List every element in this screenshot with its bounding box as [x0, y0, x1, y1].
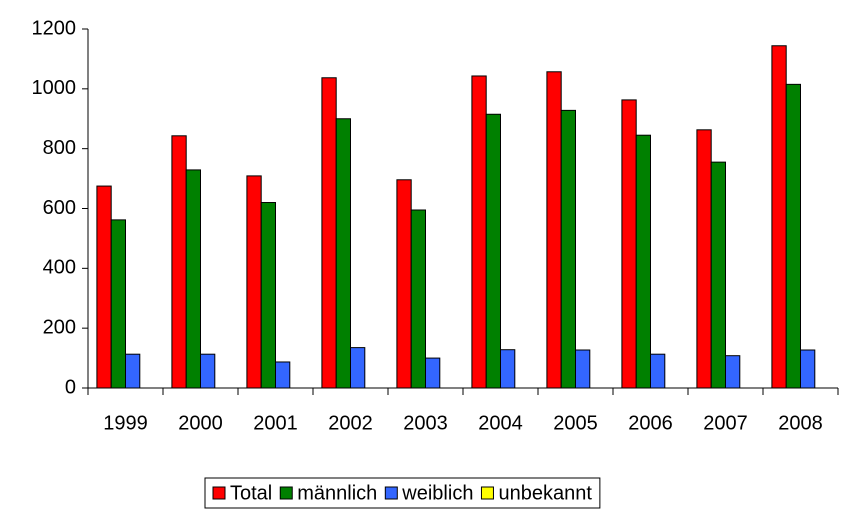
bar: [275, 361, 291, 389]
bar: [350, 347, 366, 389]
x-tick-label: 1999: [103, 412, 148, 434]
bar: [725, 355, 741, 389]
x-tick-label: 2003: [403, 412, 448, 434]
bar: [546, 71, 562, 389]
legend-label: weiblich: [401, 482, 473, 504]
x-tick-label: 2005: [553, 412, 598, 434]
bar: [171, 135, 187, 389]
bar: [771, 45, 787, 389]
y-tick-label: 1200: [32, 17, 77, 39]
y-tick-label: 800: [43, 137, 76, 159]
bar: [425, 357, 441, 389]
bar: [560, 109, 577, 389]
legend: [204, 477, 601, 509]
x-tick-label: 2008: [778, 412, 823, 434]
bar: [246, 175, 262, 389]
bar: [396, 179, 412, 389]
bar: [800, 349, 816, 389]
y-tick-label: 200: [43, 316, 76, 338]
x-tick-label: 2000: [178, 412, 223, 434]
y-tick-label: 1000: [32, 77, 77, 99]
legend-label: männlich: [297, 482, 377, 504]
bar: [696, 129, 712, 389]
y-tick-label: 0: [65, 376, 76, 398]
bar: [650, 353, 666, 389]
bar: [200, 353, 216, 389]
bar: [321, 77, 337, 389]
y-tick-label: 400: [43, 257, 76, 279]
legend-label: Total: [230, 482, 272, 504]
x-tick-label: 2007: [703, 412, 748, 434]
legend-swatch: [212, 486, 226, 500]
y-tick-label: 600: [43, 197, 76, 219]
x-tick-label: 2006: [628, 412, 673, 434]
bar: [500, 349, 516, 389]
bar: [410, 209, 427, 389]
legend-label: unbekannt: [498, 482, 592, 504]
legend-swatch: [480, 486, 494, 500]
bar: [785, 83, 802, 389]
bar: [621, 99, 637, 389]
bar: [125, 353, 141, 389]
x-tick-label: 2002: [328, 412, 373, 434]
bar: [710, 161, 727, 389]
bar: [110, 219, 126, 389]
x-tick-label: 2001: [253, 412, 298, 434]
bar: [335, 118, 352, 389]
x-tick-label: 2004: [478, 412, 523, 434]
bar: [471, 75, 487, 389]
bar: [635, 134, 652, 389]
bar: [260, 202, 277, 389]
bar: [185, 169, 201, 389]
legend-swatch: [279, 486, 293, 500]
bar: [575, 349, 591, 389]
legend-swatch: [384, 486, 398, 500]
bar: [485, 113, 502, 389]
bar: [96, 185, 112, 389]
